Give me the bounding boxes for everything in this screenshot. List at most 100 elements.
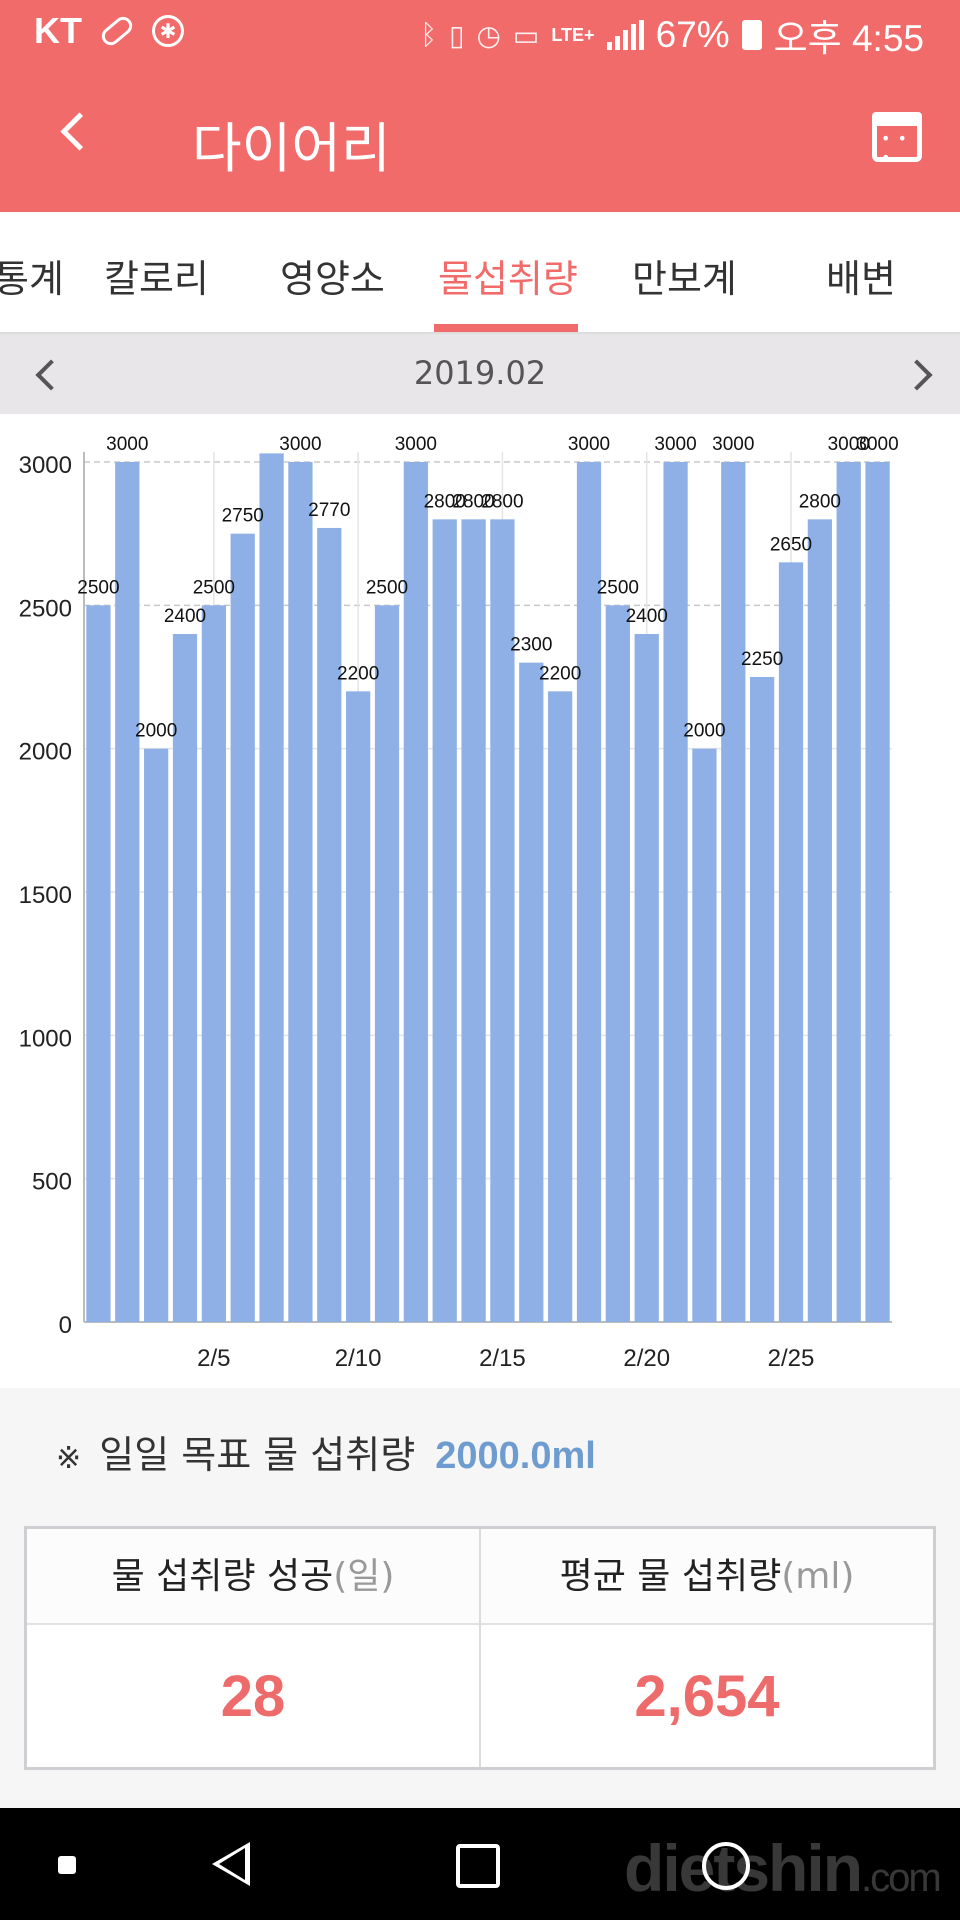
bar [115, 462, 140, 1322]
bar [750, 677, 775, 1322]
bluetooth-icon: ᛒ [420, 19, 438, 50]
bar [346, 691, 371, 1322]
page-title: 다이어리 [192, 117, 391, 180]
success-days-unit: (일) [333, 1556, 395, 1597]
bar [172, 634, 198, 1322]
tab-calories[interactable]: 칼로리 [104, 257, 209, 301]
bar [807, 519, 832, 1322]
vibrate-icon: ▯ [449, 19, 465, 51]
nav-home-icon[interactable] [456, 1844, 500, 1888]
bar-chart-svg: 0 500 1000 1500 2000 2500 3000 2500 3000 2000 2400… [19, 434, 899, 1372]
average-intake-label: 평균 물 섭취량 [559, 1556, 782, 1597]
bar [634, 634, 659, 1322]
data-label: 2500 [366, 577, 408, 598]
bar [230, 533, 255, 1322]
data-label: 2800 [799, 491, 841, 512]
bar [721, 462, 746, 1322]
tab-bowel[interactable]: 배변 [826, 257, 896, 301]
data-label: 2500 [77, 577, 119, 598]
bar [403, 462, 428, 1322]
data-label: 3000 [568, 434, 610, 455]
tab-stats[interactable]: 통계 [0, 257, 64, 301]
daily-goal-label: 일일 목표 물 섭취량 [99, 1433, 416, 1477]
data-label: 2000 [683, 721, 725, 742]
status-right: ᛒ ▯ ◷ ▭ LTE+ 67% 오후 4:55 [420, 8, 924, 62]
nav-recent-icon[interactable] [702, 1842, 750, 1890]
tab-pedometer[interactable]: 만보계 [632, 257, 737, 301]
signal-icon [606, 20, 644, 50]
bar [519, 662, 544, 1322]
reference-mark: ※ [56, 1441, 82, 1476]
average-intake-cell: 평균 물 섭취량(ml) 2,654 [479, 1529, 933, 1767]
x-tick-label: 2/10 [335, 1345, 382, 1372]
top-app-header: KT ✱ ᛒ ▯ ◷ ▭ LTE+ 67% 오후 4:55 다이어리 [0, 0, 960, 212]
bar [576, 462, 602, 1322]
bar [490, 519, 515, 1322]
pill-icon [98, 13, 136, 49]
data-label: 2800 [424, 491, 466, 512]
success-days-header: 물 섭취량 성공(일) [27, 1529, 479, 1625]
bar [605, 605, 630, 1322]
data-label: 3000 [712, 434, 754, 455]
watermark-logo: dietshin.com [624, 1830, 942, 1906]
lte-icon: LTE+ [551, 25, 595, 45]
bar [836, 462, 861, 1322]
system-nav-bar: dietshin.com [0, 1808, 960, 1920]
data-label: 2250 [741, 649, 783, 670]
tab-nutrients[interactable]: 영양소 [280, 257, 385, 301]
bar [461, 519, 486, 1322]
bar [778, 562, 804, 1322]
daily-goal: ※ 일일 목표 물 섭취량 2000.0ml [56, 1424, 596, 1479]
bar [259, 453, 284, 1322]
next-month-chevron-icon[interactable] [904, 356, 936, 392]
data-label: 2750 [222, 506, 264, 527]
clock: 오후 4:55 [773, 18, 924, 59]
bar [86, 605, 111, 1322]
success-days-value: 28 [220, 1664, 286, 1729]
x-tick-label: 2/15 [479, 1345, 526, 1372]
x-tick-label: 2/20 [623, 1345, 670, 1372]
nav-dot-icon[interactable] [58, 1856, 76, 1874]
data-label: 3000 [856, 434, 898, 455]
app-bar: 다이어리 [0, 64, 960, 212]
battery-icon [741, 20, 762, 50]
bar [374, 605, 400, 1322]
data-label: 2800 [452, 491, 494, 512]
bar [201, 605, 226, 1322]
bar [548, 691, 573, 1322]
data-label: 2300 [510, 635, 552, 656]
data-label: 3000 [395, 434, 437, 455]
bar [692, 748, 717, 1322]
back-arrow-icon[interactable] [52, 104, 92, 164]
average-intake-value: 2,654 [634, 1664, 780, 1729]
bar [317, 527, 342, 1322]
accessibility-icon: ✱ [152, 15, 184, 47]
y-tick-label: 2500 [19, 595, 72, 622]
data-label: 2400 [626, 606, 668, 627]
x-tick-label: 2/5 [197, 1345, 230, 1372]
month-label: 2019.02 [413, 354, 547, 392]
watermark-main: dietshin [624, 1831, 863, 1905]
nav-back-icon[interactable] [212, 1842, 250, 1886]
y-tick-label: 500 [32, 1169, 72, 1196]
bar [144, 748, 169, 1322]
y-tick-label: 3000 [19, 452, 72, 479]
data-label: 3000 [828, 434, 870, 455]
tab-water-intake[interactable]: 물섭취량 [438, 257, 578, 301]
data-label: 2200 [337, 663, 379, 684]
y-tick-label: 2000 [19, 739, 72, 766]
x-tick-label: 2/25 [768, 1345, 815, 1372]
bar [865, 462, 890, 1322]
y-tick-label: 1000 [19, 1025, 72, 1052]
tab-bar: 통계 칼로리 영양소 물섭취량 만보계 배변 [0, 212, 960, 334]
status-left: KT ✱ [34, 10, 184, 52]
daily-goal-value: 2000.0ml [435, 1435, 596, 1477]
bar [663, 462, 688, 1322]
data-label: 2500 [597, 577, 639, 598]
calendar-icon[interactable] [872, 112, 922, 167]
data-label: 2770 [308, 500, 350, 521]
data-label: 2500 [193, 577, 235, 598]
y-tick-label: 0 [59, 1312, 72, 1339]
bar [432, 519, 457, 1322]
data-label: 3000 [106, 434, 148, 455]
